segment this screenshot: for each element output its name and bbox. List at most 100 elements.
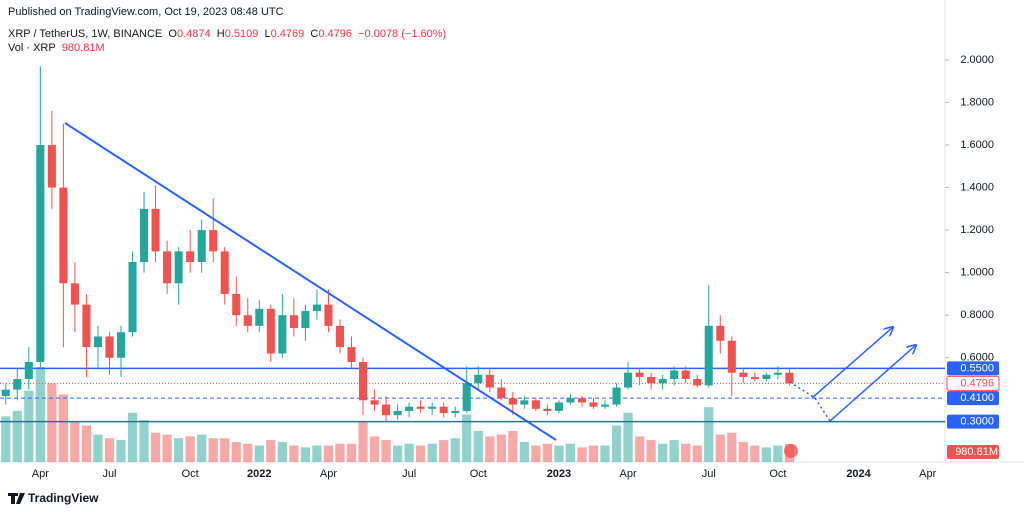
volume-bar <box>358 421 368 462</box>
candle-body <box>554 402 563 411</box>
candle-body <box>105 336 114 358</box>
candle-body <box>543 408 552 411</box>
volume-bar <box>750 445 760 462</box>
candle-body <box>451 410 460 414</box>
level-label: 0.3000 <box>960 415 994 427</box>
volume-bar <box>127 412 138 462</box>
level-tag <box>947 414 999 429</box>
volume-bar <box>369 436 380 462</box>
volume-bar <box>439 440 449 462</box>
volume-bar <box>577 447 587 462</box>
volume-bar <box>611 425 622 462</box>
x-tick-label: 2024 <box>846 468 871 480</box>
published-note: Published on TradingView.com, Oct 19, 20… <box>8 6 284 18</box>
x-tick-label: Oct <box>769 468 786 480</box>
candle-body <box>335 325 345 348</box>
volume-bar <box>93 434 103 462</box>
volume-bar <box>646 440 656 462</box>
volume-bar <box>150 432 161 462</box>
candle-body <box>658 379 667 384</box>
candle-body <box>670 370 679 380</box>
candle-body <box>462 383 471 411</box>
candle-body <box>612 387 621 405</box>
volume-bar <box>692 445 702 462</box>
brand-logo <box>8 493 25 504</box>
candle-body <box>347 347 356 363</box>
value: 0.4796 <box>318 28 352 40</box>
volume-bar <box>139 419 149 462</box>
volume-bar <box>485 436 495 462</box>
candle-body <box>140 208 149 263</box>
volume-bar <box>738 441 748 462</box>
candle-body <box>358 362 368 401</box>
volume-bar <box>416 445 426 462</box>
candle-body <box>36 145 45 363</box>
candle-body <box>508 398 517 405</box>
volume-bar <box>243 443 253 462</box>
candle-body <box>577 398 587 403</box>
volume-tag <box>947 445 999 459</box>
y-tick-label: 1.4000 <box>960 181 994 193</box>
y-tick-label: 1.2000 <box>960 224 994 236</box>
candle-body <box>393 410 402 416</box>
volume-bar <box>496 434 506 462</box>
volume-bar <box>208 438 218 462</box>
volume-bar <box>300 447 311 462</box>
candle-body <box>93 336 102 348</box>
x-tick-label: Jul <box>702 468 716 480</box>
y-tick-label: 1.8000 <box>960 96 994 108</box>
volume-bar <box>1 416 11 462</box>
volume-bar <box>634 436 645 462</box>
x-tick-label: Apr <box>919 468 936 480</box>
label: Vol · XRP <box>8 42 56 54</box>
candle-body <box>704 325 713 386</box>
candle-body <box>324 304 333 326</box>
volume-bar <box>47 383 57 462</box>
candle-body <box>405 406 414 411</box>
candle-body <box>301 310 310 328</box>
x-tick-label: Apr <box>32 468 49 480</box>
projection-arrow <box>811 327 893 399</box>
candle-body <box>566 398 575 403</box>
candle-body <box>209 230 218 252</box>
volume-bar <box>266 440 276 462</box>
volume-bar <box>289 445 299 462</box>
candle-body <box>70 283 79 305</box>
volume-bar <box>473 430 483 462</box>
value: 980.81M <box>61 42 105 54</box>
candle-body <box>773 372 782 375</box>
candle-body <box>116 332 126 358</box>
candle-body <box>186 251 195 263</box>
candle-body <box>128 262 137 333</box>
last-price-tag <box>946 375 1000 391</box>
volume-bar <box>335 443 345 462</box>
candle-body <box>220 251 229 294</box>
candle-body <box>716 325 725 341</box>
volume-bar <box>623 412 633 462</box>
x-tick-label: Apr <box>320 468 337 480</box>
candle-body <box>163 251 172 284</box>
legend-row: XRP / TetherUS, 1W, BINANCE O0.4874 H0.5… <box>8 28 446 40</box>
candle-body <box>485 374 494 388</box>
volume-bar <box>254 445 264 462</box>
candle-body <box>531 400 540 409</box>
volume-bar <box>715 434 725 462</box>
volume-bar <box>220 438 230 462</box>
volume-bar <box>462 414 472 462</box>
volume-bar <box>197 434 207 462</box>
volume-bar <box>24 390 34 462</box>
candle-body <box>1 389 10 397</box>
volume-bar <box>174 438 184 462</box>
volume-bar <box>450 438 460 462</box>
candle-body <box>266 308 275 354</box>
volume-bar <box>681 443 691 462</box>
volume-bar <box>277 441 287 462</box>
candle-body <box>600 404 610 407</box>
projection-arrow <box>829 345 916 422</box>
x-tick-label: Oct <box>470 468 487 480</box>
volume-bar <box>658 443 668 462</box>
candle-body <box>382 404 391 416</box>
candle-body <box>151 208 160 252</box>
